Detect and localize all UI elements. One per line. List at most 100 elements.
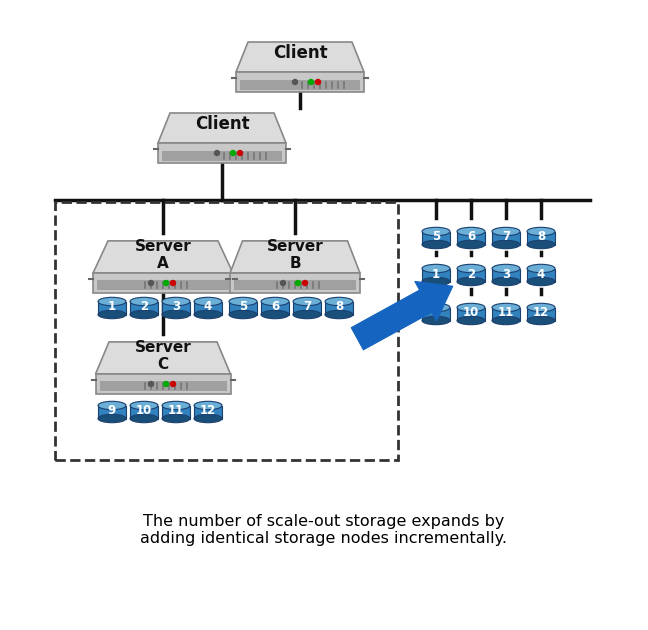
Ellipse shape xyxy=(130,297,158,306)
Ellipse shape xyxy=(130,401,158,410)
Ellipse shape xyxy=(492,227,520,236)
Polygon shape xyxy=(93,241,233,273)
Bar xyxy=(527,268,555,282)
Ellipse shape xyxy=(422,277,450,285)
Text: 5: 5 xyxy=(432,231,440,244)
Circle shape xyxy=(163,382,168,386)
Ellipse shape xyxy=(98,311,126,319)
Text: 4: 4 xyxy=(537,268,545,280)
Bar xyxy=(492,268,520,282)
Ellipse shape xyxy=(492,303,520,312)
Ellipse shape xyxy=(229,311,257,319)
Ellipse shape xyxy=(422,265,450,273)
Ellipse shape xyxy=(527,303,555,312)
Ellipse shape xyxy=(229,297,257,306)
Bar xyxy=(234,280,356,290)
Ellipse shape xyxy=(130,415,158,423)
Circle shape xyxy=(148,280,154,285)
Ellipse shape xyxy=(325,297,353,306)
Text: Server
A: Server A xyxy=(135,239,191,271)
Circle shape xyxy=(295,280,301,285)
Polygon shape xyxy=(230,241,360,273)
Ellipse shape xyxy=(194,311,222,319)
Text: 12: 12 xyxy=(200,404,216,418)
Ellipse shape xyxy=(422,303,450,312)
Circle shape xyxy=(281,280,286,285)
Ellipse shape xyxy=(492,240,520,249)
Text: 12: 12 xyxy=(533,307,549,319)
Ellipse shape xyxy=(492,277,520,285)
Text: 7: 7 xyxy=(303,301,311,314)
Text: 9: 9 xyxy=(432,307,440,319)
Circle shape xyxy=(163,280,168,285)
FancyBboxPatch shape xyxy=(236,72,364,92)
Text: The number of scale-out storage expands by
adding identical storage nodes increm: The number of scale-out storage expands … xyxy=(141,514,507,546)
Ellipse shape xyxy=(194,297,222,306)
Bar xyxy=(527,231,555,244)
Text: 2: 2 xyxy=(467,268,475,280)
Text: 3: 3 xyxy=(172,301,180,314)
Ellipse shape xyxy=(261,311,289,319)
Ellipse shape xyxy=(162,401,190,410)
Ellipse shape xyxy=(492,265,520,273)
Ellipse shape xyxy=(527,277,555,285)
Ellipse shape xyxy=(457,227,485,236)
Ellipse shape xyxy=(422,227,450,236)
Bar xyxy=(422,268,450,282)
Circle shape xyxy=(170,280,176,285)
Text: Server
C: Server C xyxy=(135,340,191,372)
Text: 4: 4 xyxy=(204,301,212,314)
Text: 3: 3 xyxy=(502,268,510,280)
Polygon shape xyxy=(158,113,286,143)
Circle shape xyxy=(303,280,308,285)
Circle shape xyxy=(308,79,314,84)
Polygon shape xyxy=(236,42,364,72)
Text: 1: 1 xyxy=(108,301,116,314)
Ellipse shape xyxy=(98,415,126,423)
FancyBboxPatch shape xyxy=(95,374,231,394)
Ellipse shape xyxy=(293,311,321,319)
Bar xyxy=(457,231,485,244)
Ellipse shape xyxy=(98,297,126,306)
Bar xyxy=(162,151,282,161)
Bar xyxy=(97,280,229,290)
Text: 8: 8 xyxy=(335,301,343,314)
FancyBboxPatch shape xyxy=(158,143,286,163)
Text: 9: 9 xyxy=(108,404,116,418)
FancyBboxPatch shape xyxy=(230,273,360,293)
Bar xyxy=(492,231,520,244)
Bar xyxy=(492,307,520,321)
Text: Client: Client xyxy=(273,44,327,62)
Circle shape xyxy=(214,151,220,156)
Ellipse shape xyxy=(527,316,555,324)
Ellipse shape xyxy=(527,240,555,249)
Text: 7: 7 xyxy=(502,231,510,244)
Ellipse shape xyxy=(492,316,520,324)
Circle shape xyxy=(238,151,242,156)
Ellipse shape xyxy=(325,311,353,319)
Text: 1: 1 xyxy=(432,268,440,280)
Text: Server
B: Server B xyxy=(266,239,323,271)
Ellipse shape xyxy=(457,316,485,324)
Bar xyxy=(98,406,126,418)
Text: 8: 8 xyxy=(537,231,545,244)
Bar xyxy=(194,302,222,314)
Ellipse shape xyxy=(162,311,190,319)
Ellipse shape xyxy=(194,415,222,423)
Bar xyxy=(422,307,450,321)
Circle shape xyxy=(231,151,235,156)
Text: 10: 10 xyxy=(463,307,479,319)
Polygon shape xyxy=(95,342,231,374)
Text: 11: 11 xyxy=(498,307,514,319)
Ellipse shape xyxy=(422,316,450,324)
Bar xyxy=(527,307,555,321)
Text: 5: 5 xyxy=(239,301,247,314)
Text: Client: Client xyxy=(194,115,249,133)
Text: 11: 11 xyxy=(168,404,184,418)
Ellipse shape xyxy=(162,415,190,423)
Ellipse shape xyxy=(261,297,289,306)
Ellipse shape xyxy=(457,240,485,249)
FancyBboxPatch shape xyxy=(93,273,233,293)
Circle shape xyxy=(292,79,297,84)
Circle shape xyxy=(170,382,176,386)
